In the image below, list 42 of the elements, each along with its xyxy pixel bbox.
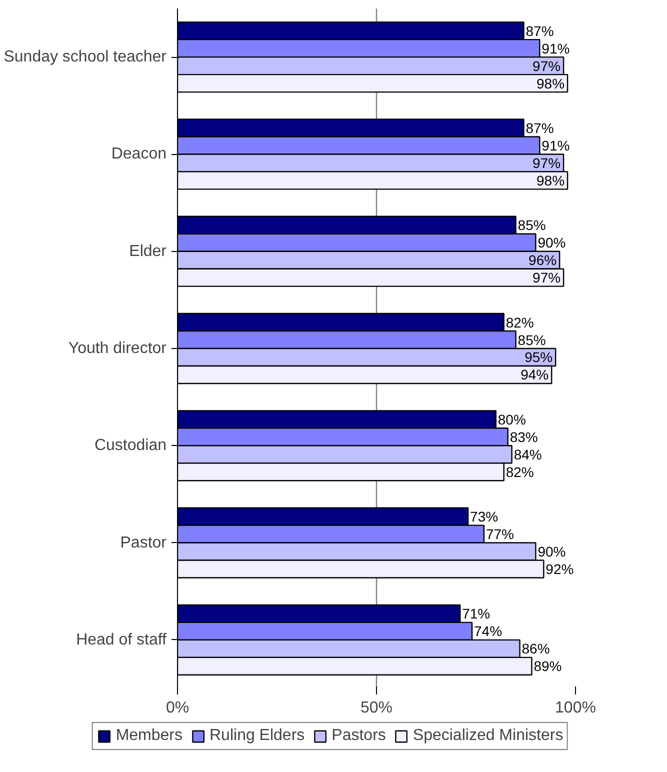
data-label: 82% [506, 314, 534, 330]
y-tick-label: Pastor [120, 534, 168, 552]
data-label: 91% [542, 40, 570, 56]
data-label: 94% [520, 366, 549, 383]
data-label: 87% [526, 22, 554, 39]
legend-label: Specialized Ministers [412, 727, 564, 745]
y-tick-label: Head of staff [76, 631, 168, 648]
data-label: 97% [532, 270, 561, 286]
data-label: 97% [532, 154, 561, 171]
x-tick-label: 100% [555, 700, 596, 716]
y-tick-label: Sunday school teacher [4, 48, 168, 66]
data-label: 85% [518, 217, 546, 234]
data-label: 96% [528, 252, 557, 268]
data-label: 77% [486, 526, 514, 542]
y-tick-label: Elder [129, 242, 168, 260]
data-label: 98% [536, 172, 565, 188]
data-label: 73% [470, 508, 498, 525]
data-label: 90% [538, 234, 566, 251]
data-label: 83% [510, 428, 538, 445]
y-tick-label: Youth director [68, 340, 168, 357]
data-label: 85% [518, 332, 546, 348]
y-tick-label: Deacon [111, 146, 167, 163]
data-label: 91% [542, 137, 570, 154]
legend-label: Members [116, 727, 182, 745]
legend-label: Ruling Elders [210, 727, 305, 745]
y-tick-label: Custodian [94, 437, 166, 454]
data-label: 89% [534, 658, 562, 674]
data-label: 82% [506, 464, 534, 480]
data-label: 87% [526, 120, 554, 136]
data-label: 86% [522, 640, 550, 657]
data-label: 84% [514, 446, 542, 462]
data-label: 98% [536, 75, 565, 92]
data-label: 90% [538, 544, 566, 560]
legend-label: Pastors [332, 727, 386, 745]
x-tick-label: 0% [166, 700, 190, 716]
data-label: 74% [474, 623, 502, 640]
x-tick-label: 50% [360, 700, 393, 716]
data-label: 71% [462, 606, 490, 622]
data-label: 80% [498, 411, 526, 428]
data-label: 95% [524, 349, 553, 366]
data-label: 97% [532, 58, 561, 74]
data-label: 92% [546, 561, 574, 578]
